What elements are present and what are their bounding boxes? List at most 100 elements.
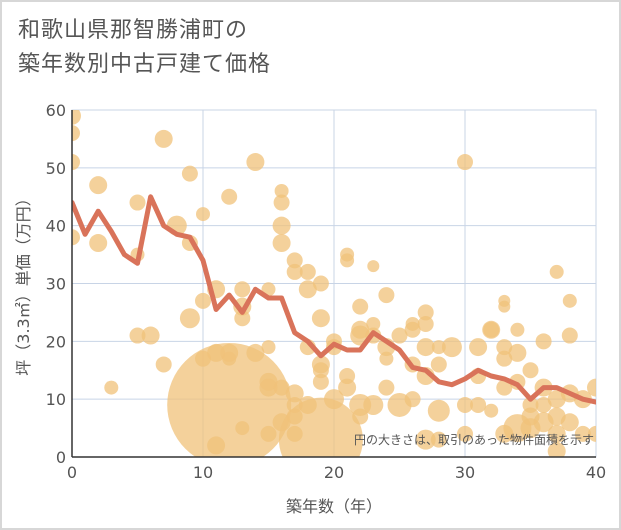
data-bubble bbox=[415, 429, 436, 450]
data-bubble bbox=[272, 234, 291, 253]
line-layer bbox=[72, 194, 596, 405]
data-bubble bbox=[286, 252, 303, 269]
data-bubble bbox=[367, 260, 380, 273]
data-bubble bbox=[522, 362, 539, 379]
data-bubble bbox=[260, 425, 277, 442]
y-tick-label: 60 bbox=[46, 101, 66, 120]
y-tick-label: 10 bbox=[46, 390, 66, 409]
data-bubble bbox=[366, 316, 381, 331]
data-bubble bbox=[274, 183, 289, 198]
data-bubble bbox=[246, 153, 265, 172]
data-bubble bbox=[431, 340, 446, 355]
x-tick-label: 10 bbox=[193, 463, 213, 482]
data-bubble bbox=[312, 275, 329, 292]
data-bubble bbox=[470, 396, 487, 413]
y-tick-label: 40 bbox=[46, 217, 66, 236]
data-bubble bbox=[221, 188, 238, 205]
data-bubble bbox=[272, 216, 291, 235]
y-axis-label: 坪（3.3㎡）単価（万円） bbox=[14, 190, 33, 375]
data-bubble bbox=[457, 154, 473, 171]
data-bubble bbox=[416, 338, 435, 357]
data-bubble bbox=[430, 431, 447, 448]
data-bubble bbox=[404, 391, 421, 408]
data-bubble bbox=[285, 384, 304, 403]
data-bubble bbox=[286, 263, 303, 280]
x-tick-label: 30 bbox=[455, 463, 475, 482]
x-tick-label: 0 bbox=[67, 463, 77, 482]
data-bubble bbox=[417, 315, 434, 332]
data-bubble bbox=[378, 287, 395, 304]
chart-title-line1: 和歌山県那智勝浦町の bbox=[18, 18, 249, 43]
data-bubble bbox=[352, 408, 369, 425]
data-bubble bbox=[535, 333, 552, 350]
data-bubble bbox=[378, 379, 395, 396]
axis-layer: 0 10 20 30 40 0 10 20 30 40 50 60 bbox=[46, 101, 607, 482]
average-price-line bbox=[72, 194, 596, 405]
x-tick-label: 20 bbox=[324, 463, 344, 482]
data-bubble bbox=[483, 321, 500, 338]
data-bubble bbox=[427, 399, 450, 422]
data-bubble bbox=[167, 342, 292, 457]
data-bubble bbox=[363, 394, 384, 415]
data-bubble bbox=[496, 379, 513, 396]
data-bubble bbox=[587, 378, 596, 397]
data-bubble bbox=[510, 322, 525, 337]
data-bubble bbox=[457, 425, 473, 442]
x-axis-label: 築年数（年） bbox=[286, 497, 382, 516]
data-bubble bbox=[508, 343, 527, 362]
data-bubble bbox=[430, 356, 447, 373]
data-bubble bbox=[72, 125, 80, 142]
data-bubble bbox=[311, 309, 330, 328]
data-bubble bbox=[549, 264, 564, 279]
data-bubble bbox=[155, 356, 172, 373]
data-bubble bbox=[352, 298, 369, 315]
data-bubble bbox=[234, 310, 251, 327]
data-bubble bbox=[324, 389, 344, 410]
data-bubble bbox=[261, 340, 276, 355]
data-bubble bbox=[72, 154, 80, 171]
data-bubble bbox=[338, 378, 357, 397]
data-bubble bbox=[498, 300, 511, 313]
data-bubble bbox=[235, 421, 250, 436]
data-bubble bbox=[441, 337, 462, 358]
bubble-layer bbox=[72, 110, 596, 457]
data-bubble bbox=[195, 292, 211, 309]
chart-annotation: 円の大きさは、取引のあった物件面積を示す bbox=[354, 432, 594, 447]
data-bubble bbox=[391, 327, 408, 344]
data-bubble bbox=[588, 425, 596, 442]
data-bubble bbox=[259, 378, 278, 397]
data-bubble bbox=[312, 373, 329, 390]
data-bubble bbox=[379, 351, 394, 366]
data-bubble bbox=[299, 263, 316, 280]
chart-title-line2: 築年数別中古戸建て価格 bbox=[18, 52, 272, 77]
data-bubble bbox=[273, 194, 290, 211]
data-bubble bbox=[340, 253, 355, 268]
data-bubble bbox=[104, 380, 119, 395]
data-bubble bbox=[89, 176, 108, 195]
data-bubble bbox=[496, 350, 513, 367]
data-bubble bbox=[196, 207, 210, 222]
y-tick-label: 30 bbox=[46, 275, 66, 294]
data-bubble bbox=[234, 281, 251, 298]
data-bubble bbox=[298, 280, 317, 299]
data-bubble bbox=[141, 326, 160, 345]
data-bubble bbox=[457, 396, 473, 413]
data-bubble bbox=[417, 304, 434, 321]
data-bubble bbox=[181, 165, 198, 182]
data-bubble bbox=[72, 229, 80, 246]
data-bubble bbox=[278, 397, 363, 457]
data-bubble bbox=[312, 362, 329, 379]
data-bubble bbox=[72, 110, 81, 125]
data-bubble bbox=[273, 379, 290, 396]
data-bubble bbox=[496, 339, 513, 356]
data-bubble bbox=[89, 234, 108, 253]
data-bubble bbox=[535, 396, 552, 413]
data-bubble bbox=[484, 403, 499, 418]
data-bubble bbox=[561, 327, 578, 344]
chart-title: 和歌山県那智勝浦町の 築年数別中古戸建て価格 bbox=[18, 14, 271, 82]
data-bubble bbox=[404, 321, 421, 338]
data-bubble bbox=[469, 338, 488, 357]
data-bubble bbox=[154, 129, 173, 148]
x-tick-label: 40 bbox=[586, 463, 606, 482]
